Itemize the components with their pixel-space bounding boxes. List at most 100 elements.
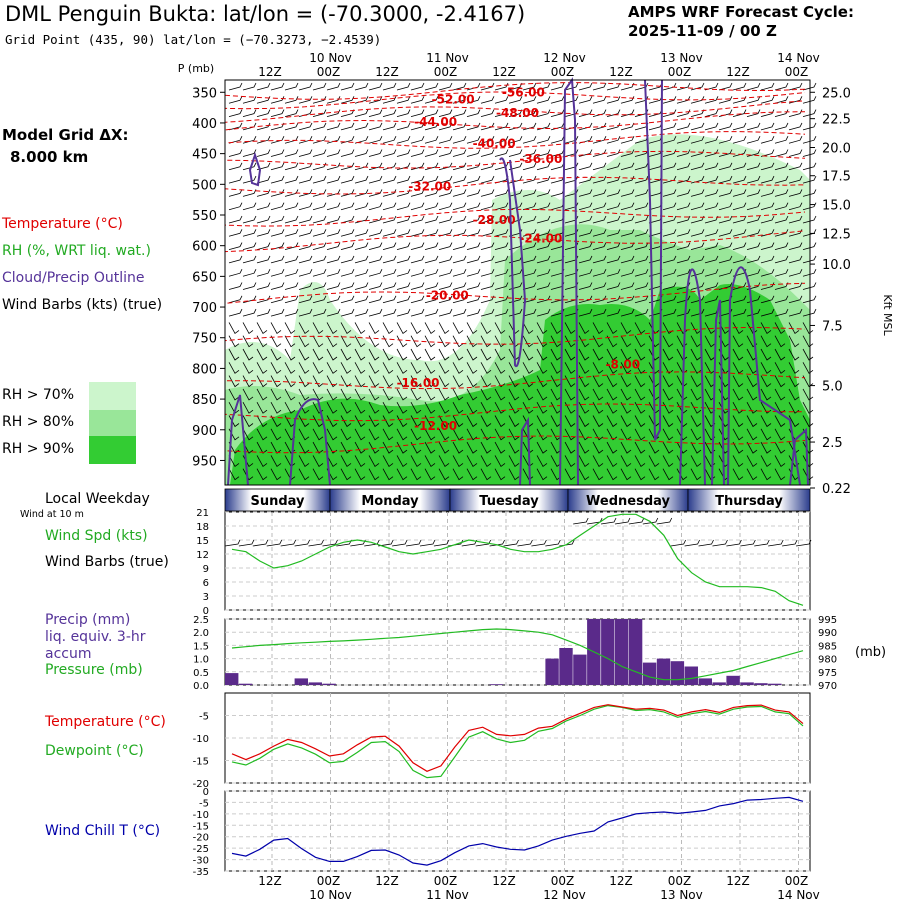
precip-bar — [754, 683, 768, 685]
windchill-panel-frame — [224, 790, 811, 872]
wind-note: Wind at 10 m — [20, 509, 84, 520]
forecast-cycle-label: AMPS WRF Forecast Cycle: — [628, 3, 854, 21]
time-axis-date-top: 14 Nov — [777, 51, 820, 65]
cloud-outline — [679, 268, 706, 486]
precip-bar — [740, 682, 754, 685]
height-tick-label: 5.0 — [822, 380, 843, 395]
temperature-contour-label: -8.00 — [606, 357, 641, 371]
pressure-tick-label: 450 — [192, 148, 217, 163]
dewpoint-label: Dewpoint (°C) — [45, 743, 144, 759]
wind-barbs-label: Wind Barbs (true) — [45, 554, 169, 570]
wind-speed-tick-label: 6 — [203, 578, 209, 589]
precip-tick-label: 2.5 — [193, 615, 209, 626]
pressure-tick-label: 700 — [192, 301, 217, 316]
time-axis-date-bottom: 12 Nov — [543, 888, 586, 900]
isotherm-line — [224, 403, 805, 426]
rh90-region — [230, 284, 810, 485]
precip-bar — [615, 619, 629, 685]
height-axis-title: Kft MSL — [881, 294, 894, 336]
time-axis-date-top: 11 Nov — [426, 51, 469, 65]
height-tick-label: 25.0 — [822, 86, 851, 101]
legend-wind-barbs: Wind Barbs (kts) (true) — [2, 297, 163, 313]
temperature-line — [231, 704, 804, 772]
wind-speed-tick-label: 12 — [196, 550, 209, 561]
time-axis-date-top: 10 Nov — [309, 51, 352, 65]
pressure-tick-label: 950 — [192, 454, 217, 469]
pressure-tick-label: 750 — [192, 332, 217, 347]
cloud-outline — [499, 157, 527, 368]
temperature-contour-label: -24.00 — [519, 232, 562, 246]
model-grid-label: Model Grid ΔX: — [2, 126, 129, 144]
legend-rh90-label: RH > 90% — [2, 441, 75, 457]
temperature-contour-label: -16.00 — [397, 376, 440, 390]
time-axis-hour-top: 00Z — [434, 65, 458, 79]
xsection-frame — [224, 79, 811, 486]
pressure-line — [231, 628, 804, 681]
wind-speed-line — [231, 513, 804, 606]
pressure-tick-label: 550 — [192, 209, 217, 224]
time-axis-hour-top: 00Z — [668, 65, 692, 79]
windchill-tick-label: -20 — [193, 833, 209, 844]
time-axis-hour-bottom: 12Z — [375, 874, 399, 888]
legend-rh70-swatch — [89, 382, 136, 410]
height-tick-label: 22.5 — [822, 113, 851, 128]
pressure-tick-label: 350 — [192, 86, 217, 101]
wind-speed-tick-label: 3 — [203, 592, 209, 603]
wind-speed-label: Wind Spd (kts) — [45, 528, 148, 544]
pressure-tick-label-right: 995 — [818, 615, 837, 626]
wind-speed-tick-label: 9 — [203, 564, 209, 575]
precip-bar — [601, 619, 615, 685]
windchill-tick-label: -25 — [193, 844, 209, 855]
isotherm-line — [224, 91, 806, 112]
cloud-outline — [711, 299, 725, 486]
temp-tick-label: -20 — [193, 779, 209, 790]
precip-bar — [726, 675, 740, 685]
pressure-tick-label: 850 — [192, 393, 217, 408]
time-axis-date-bottom: 10 Nov — [309, 888, 352, 900]
temperature-contour-label: -56.00 — [502, 86, 545, 100]
windchill-tick-label: -10 — [193, 810, 209, 821]
legend-rh70-label: RH > 70% — [2, 387, 75, 403]
time-axis-hour-top: 12Z — [492, 65, 516, 79]
height-tick-label: 10.0 — [822, 258, 851, 273]
windchill-tick-label: -35 — [193, 867, 209, 878]
time-axis-hour-bottom: 12Z — [492, 874, 516, 888]
time-axis-date-top: 12 Nov — [543, 51, 586, 65]
dewpoint-line — [231, 704, 804, 779]
cloud-outline — [644, 79, 663, 441]
precip-bar — [698, 678, 712, 685]
isotherm-line — [224, 111, 806, 138]
precip-bar — [712, 682, 726, 685]
pressure-tick-label: 650 — [192, 270, 217, 285]
legend-cloud: Cloud/Precip Outline — [2, 270, 145, 286]
legend-rh: RH (%, WRT liq. wat.) — [2, 243, 151, 259]
pressure-tick-label-right: 975 — [818, 668, 837, 679]
time-axis-date-bottom: 13 Nov — [660, 888, 703, 900]
time-axis-hour-bottom: 00Z — [317, 874, 341, 888]
windchill-tick-label: 0 — [203, 787, 209, 798]
precip-bar — [294, 678, 308, 685]
isotherm-line — [224, 176, 806, 199]
pressure-tick-label-right: 970 — [818, 681, 837, 692]
time-axis-hour-bottom: 00Z — [668, 874, 692, 888]
legend-rh80-swatch — [89, 410, 136, 436]
pressure-tick-label-right: 980 — [818, 655, 837, 666]
temperature-contour-label: -12.00 — [414, 419, 457, 433]
cloud-outline — [789, 427, 809, 486]
windchill-tick-label: -15 — [193, 821, 209, 832]
cloud-outline — [519, 416, 531, 486]
legend-rh80-label: RH > 80% — [2, 414, 75, 430]
pressure-tick-label: 500 — [192, 178, 217, 193]
height-tick-label: 15.0 — [822, 199, 851, 214]
time-axis-hour-bottom: 00Z — [551, 874, 575, 888]
cloud-outline — [227, 394, 249, 486]
surface-wind-barb-strokes — [224, 517, 812, 547]
wind-chill-label: Wind Chill T (°C) — [45, 823, 161, 839]
cloud-outline — [727, 266, 801, 486]
time-axis-hour-top: 00Z — [785, 65, 809, 79]
weekday-label: Sunday — [250, 494, 305, 509]
precip-bar — [670, 661, 685, 685]
pressure-tick-label: 900 — [192, 424, 217, 439]
time-axis-hour-top: 00Z — [317, 65, 341, 79]
precip-bar — [768, 683, 782, 685]
